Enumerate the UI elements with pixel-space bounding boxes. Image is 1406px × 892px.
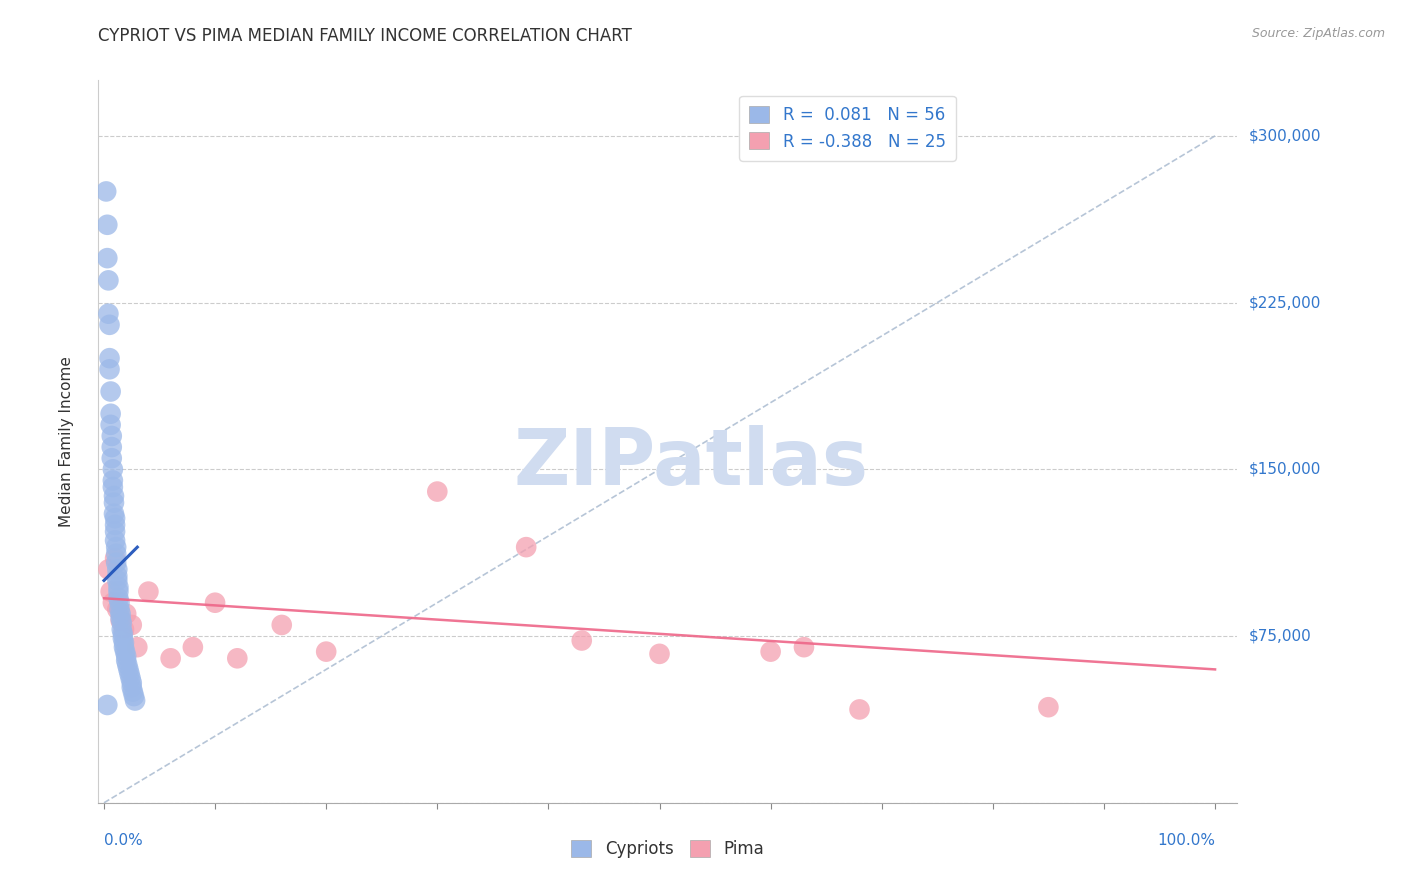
Point [848,702,870,716]
Point [115,649,138,664]
Point [571,633,593,648]
Point [105,540,128,554]
Point [120,671,142,685]
Point [115,653,138,667]
Point [426,484,449,499]
Point [117,662,139,676]
Point [114,645,136,659]
Point [138,584,160,599]
Point [110,614,132,628]
Point [105,547,128,561]
Point [96,218,118,232]
Point [121,680,143,694]
Point [107,591,129,606]
Point [105,574,128,588]
Point [111,627,134,641]
Point [117,657,139,672]
Point [204,596,226,610]
Point [107,584,129,599]
Point [97,273,120,287]
Point [105,556,128,570]
Point [793,640,815,655]
Text: $150,000: $150,000 [1249,462,1320,477]
Point [108,596,131,610]
Text: Source: ZipAtlas.com: Source: ZipAtlas.com [1251,27,1385,40]
Point [112,640,135,655]
Point [127,640,149,655]
Y-axis label: Median Family Income: Median Family Income [59,356,75,527]
Point [96,185,118,199]
Point [115,607,138,621]
Point [121,618,143,632]
Text: $300,000: $300,000 [1249,128,1320,144]
Point [100,384,122,399]
Point [648,647,671,661]
Text: CYPRIOT VS PIMA MEDIAN FAMILY INCOME CORRELATION CHART: CYPRIOT VS PIMA MEDIAN FAMILY INCOME COR… [98,27,633,45]
Point [110,607,132,621]
Point [121,675,143,690]
Point [96,251,118,265]
Point [101,462,124,476]
Point [100,407,122,421]
Point [111,615,134,630]
Point [111,632,134,646]
Point [1038,700,1060,714]
Point [110,611,132,625]
Text: 0.0%: 0.0% [104,833,143,848]
Point [103,507,125,521]
Point [124,693,146,707]
Point [107,580,129,594]
Point [103,496,125,510]
Point [105,562,128,576]
Point [315,645,337,659]
Point [100,451,122,466]
Point [100,584,122,599]
Point [759,645,782,659]
Point [98,351,121,366]
Point [112,636,135,650]
Point [122,689,145,703]
Point [112,623,135,637]
Point [226,651,249,665]
Text: $225,000: $225,000 [1249,295,1320,310]
Point [270,618,292,632]
Text: $75,000: $75,000 [1249,629,1312,643]
Point [104,533,127,548]
Point [100,440,122,454]
Point [101,474,124,488]
Point [104,551,127,566]
Point [121,684,143,698]
Point [98,362,121,376]
Point [103,489,125,503]
Text: 100.0%: 100.0% [1157,833,1215,848]
Point [104,511,127,525]
Point [105,602,128,616]
Point [104,517,127,532]
Point [181,640,204,655]
Point [101,596,124,610]
Point [159,651,181,665]
Point [97,562,120,576]
Point [96,698,118,712]
Point [98,318,121,332]
Text: ZIPatlas: ZIPatlas [513,425,868,501]
Point [100,429,122,443]
Point [118,666,141,681]
Point [104,524,127,539]
Point [100,417,122,432]
Point [97,307,120,321]
Point [111,623,134,637]
Point [101,480,124,494]
Point [105,569,128,583]
Point [515,540,537,554]
Point [108,602,131,616]
Legend: Cypriots, Pima: Cypriots, Pima [562,832,773,867]
